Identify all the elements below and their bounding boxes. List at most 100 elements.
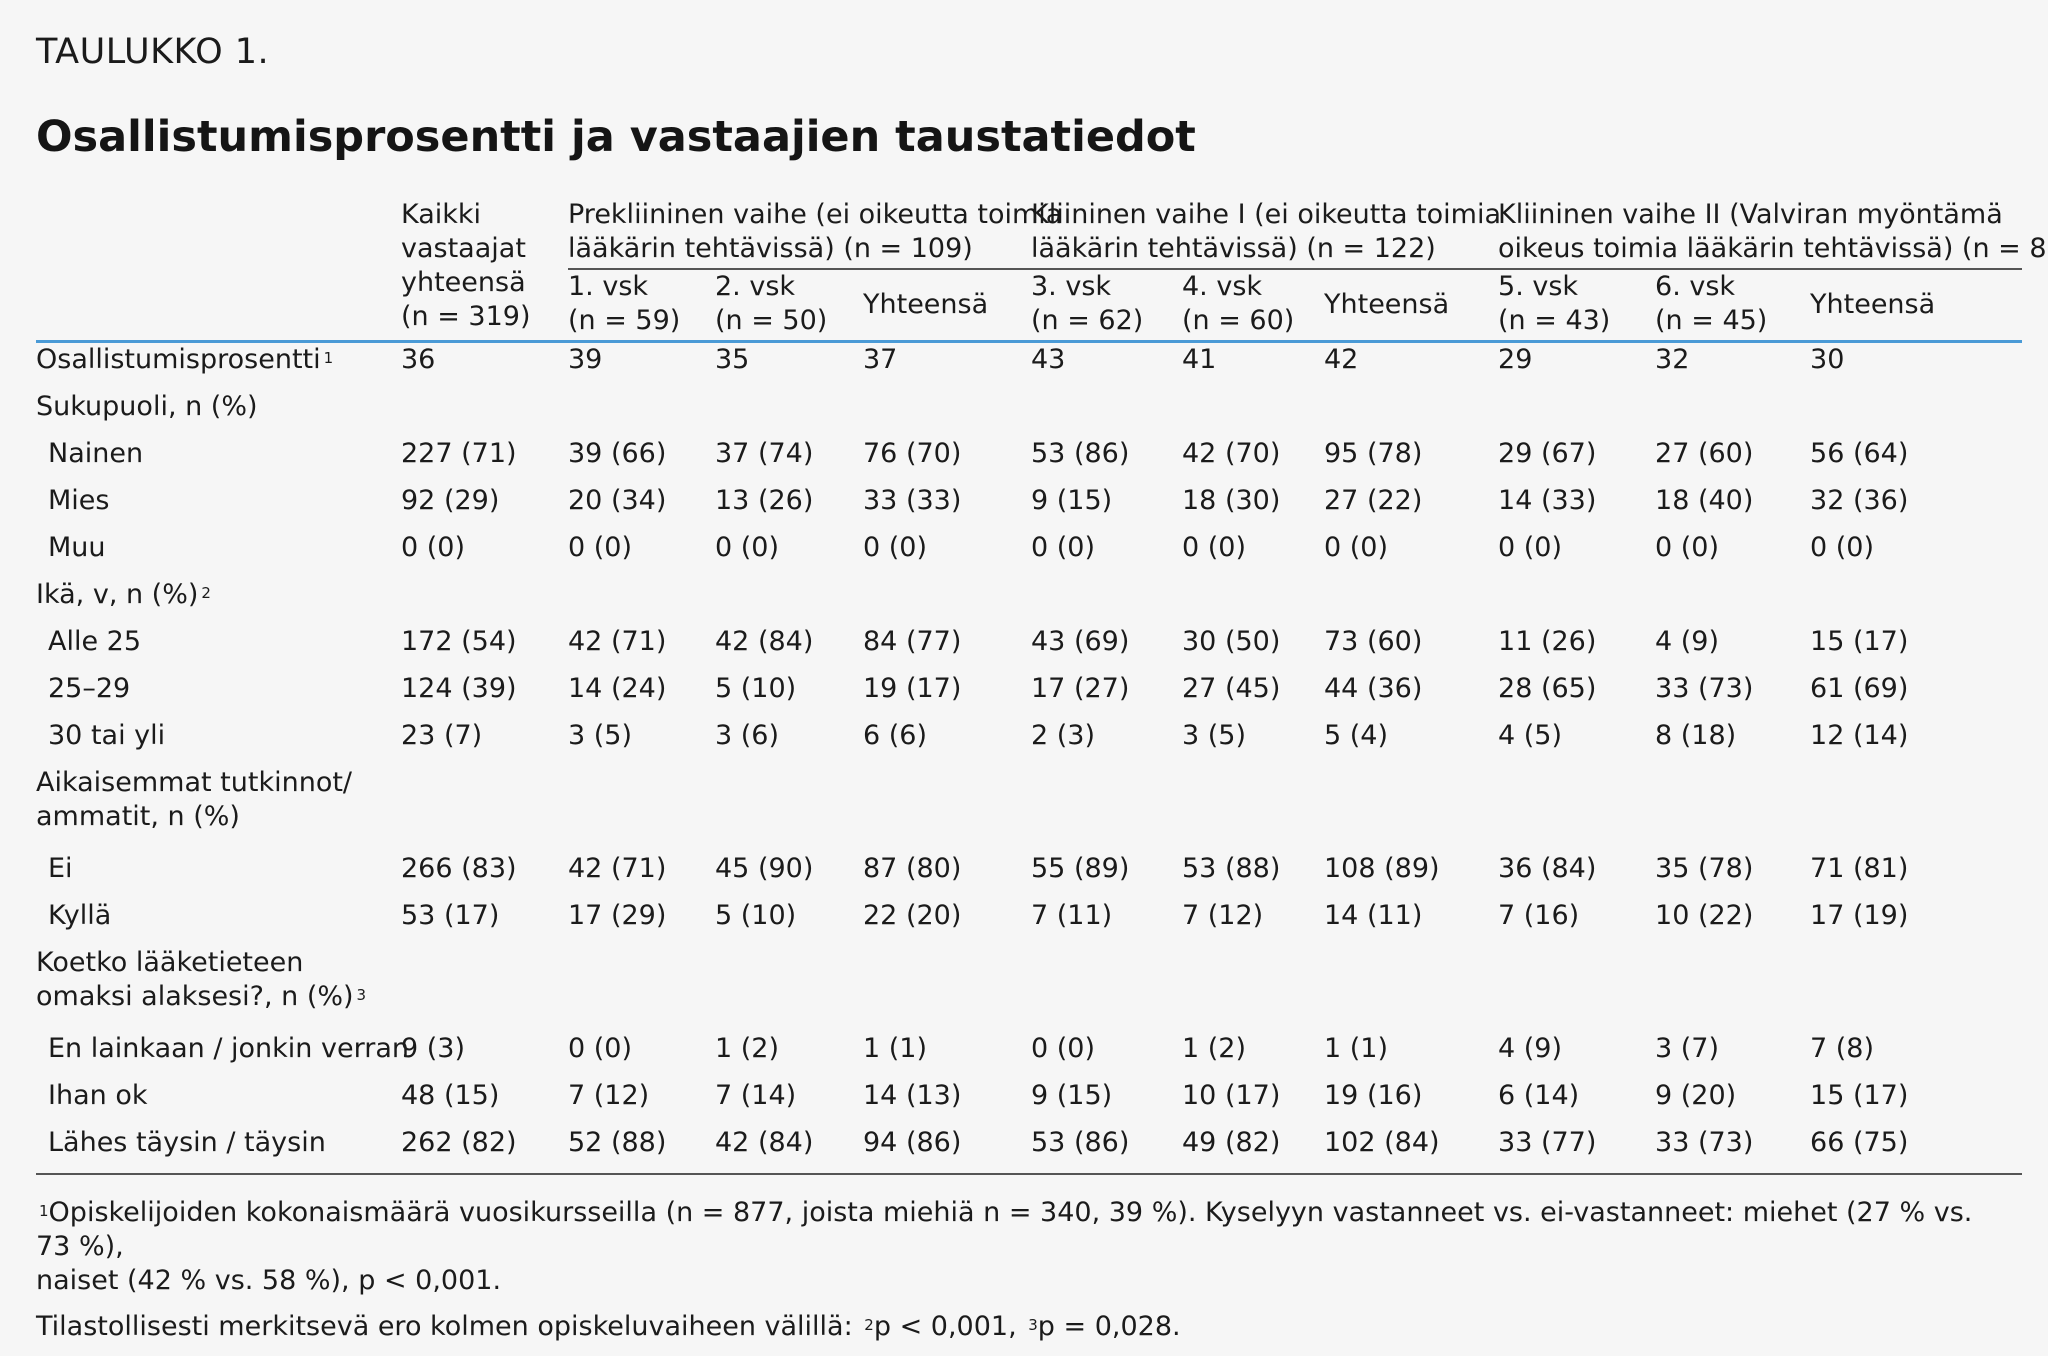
table-cell: 18 (40) (1655, 485, 1754, 516)
table-cell: 9 (15) (1031, 1080, 1113, 1111)
table-cell: 36 (84) (1498, 853, 1597, 884)
data-table: Kaikki vastaajat yhteensä (n = 319) Prek… (36, 198, 2048, 1175)
row-label: Muu (48, 532, 106, 563)
table-cell: 5 (10) (715, 673, 797, 704)
table-cell: 14 (11) (1324, 900, 1423, 931)
header-group-row: Kaikki vastaajat yhteensä (n = 319) Prek… (36, 198, 2048, 343)
table-row: Muu 0 (0) 0 (0) 0 (0) 0 (0) 0 (0) 0 (0) 0 (0) 0 … (36, 531, 2022, 578)
table-cell: 17 (19) (1810, 900, 1909, 931)
footnote-marker: 2 (864, 1316, 874, 1334)
table-title: Osallistumisprosentti ja vastaajien taus… (36, 112, 1196, 162)
header-sub-count: (n = 60) (1182, 304, 1295, 336)
header-group-clinical-1: Kliininen vaihe I (ei oikeutta toimia lä… (1031, 198, 1502, 270)
table-cell (1324, 390, 1498, 437)
table-cell: 9 (15) (1031, 485, 1113, 516)
header-all-line: (n = 319) (401, 301, 531, 332)
table-cell: 71 (81) (1810, 853, 1909, 884)
table-cell: 20 (34) (568, 485, 667, 516)
table-cell: 92 (29) (401, 485, 500, 516)
header-corner (36, 198, 401, 269)
table-cell: 49 (82) (1182, 1126, 1324, 1175)
table-row: 30 tai yli 23 (7) 3 (5) 3 (6) 6 (6) 2 (3) 3 (5… (36, 719, 2022, 766)
table-row: Ei 266 (83) 42 (71) 45 (90) 87 (80) 55 (89) 53… (36, 852, 2022, 899)
header-sub-label: 6. vsk (1655, 270, 1736, 302)
table-cell: 266 (83) (401, 853, 517, 884)
table-cell (401, 578, 568, 625)
table-cell: 1 (1) (1324, 1033, 1389, 1064)
table-cell (1498, 766, 1655, 852)
table-cell: 0 (0) (1655, 532, 1720, 563)
table-cell: 48 (15) (401, 1080, 500, 1111)
table-cell (1324, 946, 1498, 1032)
table-cell: 29 (1498, 344, 1533, 375)
table-cell (1655, 946, 1810, 1032)
table-cell (1182, 578, 1324, 625)
table-cell (715, 578, 863, 625)
table-cell: 1 (2) (1182, 1033, 1247, 1064)
table-cell (568, 390, 715, 437)
table-cell: 35 (715, 344, 750, 375)
table-cell: 0 (0) (863, 532, 928, 563)
footnote-marker: 3 (1028, 1316, 1038, 1334)
table-row: Alle 25 172 (54) 42 (71) 42 (84) 84 (77) 43 (… (36, 625, 2022, 672)
table-cell: 52 (88) (568, 1126, 715, 1175)
table-cell (1182, 390, 1324, 437)
header-sub-label: Yhteensä (1324, 288, 1450, 320)
table-cell: 27 (22) (1324, 485, 1423, 516)
table-cell: 172 (54) (401, 626, 517, 657)
table-cell: 0 (0) (1031, 1033, 1096, 1064)
header-sub-col: 6. vsk (n = 45) (1655, 268, 1811, 343)
table-cell: 36 (401, 344, 436, 375)
table-row: Nainen 227 (71) 39 (66) 37 (74) 76 (70) 53 (8… (36, 437, 2022, 484)
header-sub-label: Yhteensä (1810, 288, 1936, 320)
header-group-line: Prekliininen vaihe (ei oikeutta toimia (568, 199, 1063, 230)
row-label: Nainen (48, 438, 144, 469)
table-cell: 84 (77) (863, 626, 962, 657)
table-cell (1031, 390, 1182, 437)
table-row: Lähes täysin / täysin 262 (82) 52 (88) 42 (… (36, 1126, 2023, 1175)
table-cell: 45 (90) (715, 853, 814, 884)
header-sub-label: Yhteensä (863, 288, 989, 320)
table-cell: 0 (0) (1498, 532, 1563, 563)
footnote-text: p < 0,001, (873, 1311, 1017, 1342)
table-cell: 53 (86) (1031, 438, 1130, 469)
section-label-text: Osallistumisprosentti (36, 344, 321, 375)
section-label: Koetko lääketieteen omaksi alaksesi?, n (… (36, 946, 401, 1032)
header-sub-col: 1. vsk (n = 59) (568, 268, 715, 343)
table-cell (568, 766, 715, 852)
table-cell: 14 (13) (863, 1080, 962, 1111)
table-cell (1324, 578, 1498, 625)
section-row: Aikaisemmat tutkinnot/ammatit, n (%) (36, 766, 2022, 852)
section-row: Osallistumisprosentti 1 36 39 35 37 43 41 42 29 32… (36, 342, 2022, 391)
table-cell: 4 (9) (1655, 626, 1720, 657)
table-cell: 15 (17) (1810, 1080, 1909, 1111)
header-sub-label: 3. vsk (1031, 270, 1112, 302)
table-cell: 43 (69) (1031, 626, 1130, 657)
table-cell: 0 (0) (1182, 532, 1247, 563)
header-group-line: Kliininen vaihe I (ei oikeutta toimia (1031, 199, 1502, 230)
header-all-line: vastaajat (401, 233, 526, 264)
table-cell: 6 (14) (1498, 1080, 1580, 1111)
table-cell: 27 (45) (1182, 673, 1281, 704)
table-cell: 18 (30) (1182, 485, 1281, 516)
table-cell (715, 946, 863, 1032)
header-sub-label: 2. vsk (715, 270, 796, 302)
table-cell (1031, 766, 1182, 852)
table-cell: 41 (1182, 344, 1217, 375)
table-cell: 22 (20) (863, 900, 962, 931)
table-cell: 5 (10) (715, 900, 797, 931)
header-sub-row: 1. vsk (n = 59) 2. vsk (n = 50) Yhteensä 3. v… (36, 268, 2023, 343)
table-cell: 13 (26) (715, 485, 814, 516)
table-cell: 0 (0) (715, 532, 780, 563)
header-sub-col: 5. vsk (n = 43) (1498, 268, 1656, 343)
section-row: Koetko lääketieteen omaksi alaksesi?, n (… (36, 946, 2022, 1032)
header-sub-count: (n = 43) (1498, 304, 1611, 336)
row-label: Alle 25 (48, 626, 142, 657)
footnote-text: Opiskelijoiden kokonaismäärä vuosikursse… (36, 1197, 1973, 1262)
table-cell (1655, 766, 1810, 852)
table-cell (1031, 578, 1182, 625)
section-label-text: Ikä, v, n (%) (36, 579, 199, 610)
table-cell: 42 (84) (715, 1126, 863, 1175)
table-cell: 14 (24) (568, 673, 667, 704)
section-row: Ikä, v, n (%) 2 (36, 578, 2022, 625)
